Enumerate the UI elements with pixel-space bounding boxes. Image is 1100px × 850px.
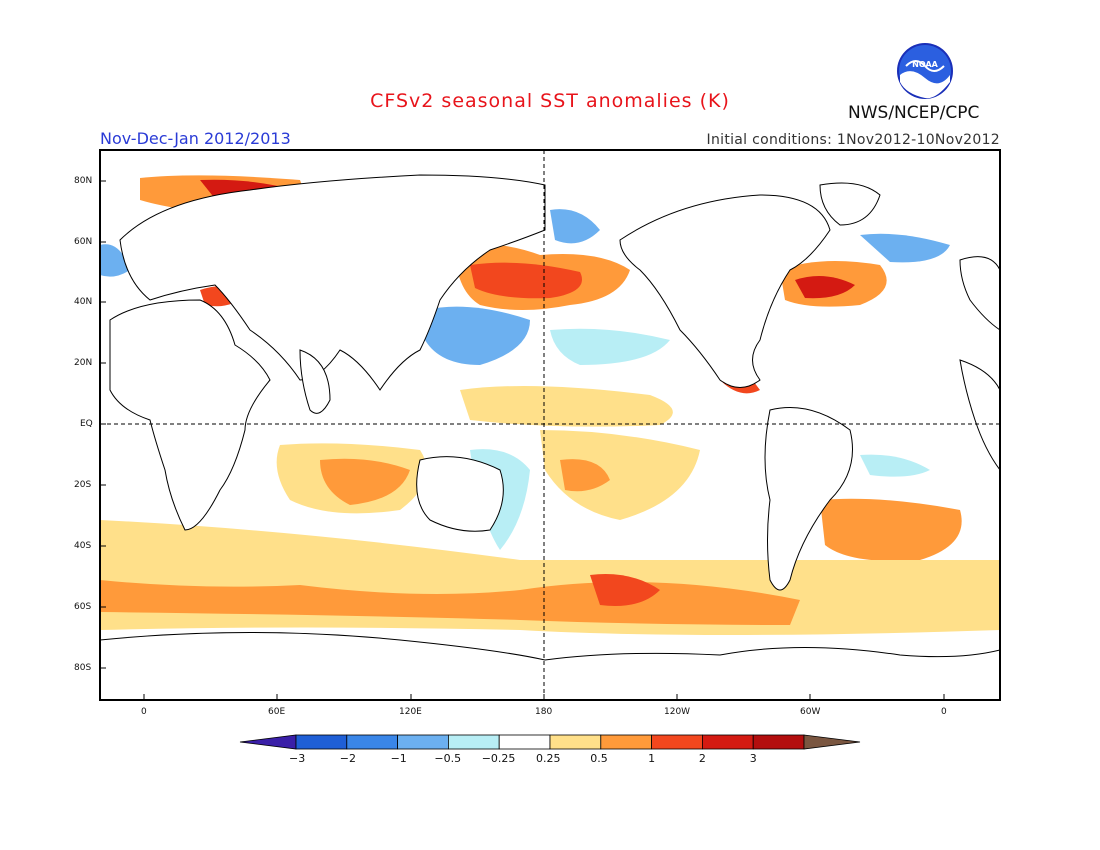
colorbar-label: 0.5 [590,752,608,765]
lon-label-60e: 60E [268,707,286,717]
north-pacific-hot [470,262,582,299]
australia [416,456,504,532]
southeast-pacific-cool [860,454,930,477]
land-outlines [100,174,1000,700]
organization-label: NWS/NCEP/CPC [848,103,980,123]
colorbar-label: 3 [749,752,757,765]
colorbar-segment [549,734,602,750]
colorbar-min-arrow [239,734,297,750]
north-atlantic-cool [860,233,950,263]
lon-label-120w: 120W [664,707,691,717]
west-pacific-cold [425,306,530,365]
lon-label-0-west: 0 [141,707,147,717]
lat-label-20n: 20N [74,358,93,368]
colorbar-segment [498,734,551,750]
colorbar-segment [600,734,652,750]
map-title: CFSv2 seasonal SST anomalies (K) [370,90,730,112]
colorbar-label: −0.5 [434,752,462,765]
colorbar-max-arrow [803,734,861,750]
india [299,349,331,414]
nw-europe-cool [100,244,130,277]
subtropical-pacific-cool [550,328,670,365]
anomaly-fields [100,175,1000,635]
colorbar-label: −3 [289,752,306,765]
map-frame [99,149,1001,701]
lat-label-20s: 20S [74,480,92,490]
south-indian-orange [320,458,410,505]
lon-label-60w: 60W [800,707,821,717]
africa-east-edge [959,359,1000,471]
lat-label-60n: 60N [74,237,93,247]
colorbar-label: −2 [339,752,357,765]
colorbar-segment [295,734,348,750]
eurasia [119,174,546,391]
lat-label-eq: EQ [80,419,93,429]
colorbar-label: −0.25 [481,752,516,765]
colorbar-segment [346,734,398,750]
lat-label-40s: 40S [74,541,92,551]
lon-label-180: 180 [535,707,553,717]
europe-west [959,256,1000,331]
colorbar-label: 0.25 [536,752,561,765]
colorbar-segment [447,734,500,750]
colorbar [239,734,861,750]
africa [109,299,271,531]
bering-cold [550,209,600,244]
colorbar-segment [752,734,805,750]
forecast-period: Nov-Dec-Jan 2012/2013 [100,129,291,148]
colorbar-segment [397,734,449,750]
initial-conditions: Initial conditions: 1Nov2012-10Nov2012 [706,132,1000,148]
svg-text:NOAA: NOAA [912,60,938,69]
lat-label-60s: 60S [74,602,92,612]
south-pacific-warm [540,430,700,520]
colorbar-segment [702,734,754,750]
colorbar-label: 2 [698,752,706,765]
north-atlantic-hot [795,276,855,299]
south-america [764,407,853,591]
south-pacific-orange [560,459,610,492]
greenland [819,182,881,226]
southern-ocean-hot [590,574,660,606]
axis-ticks [100,180,945,700]
colorbar-segment [651,734,703,750]
antarctica [100,632,1000,700]
tropical-pacific-warm [460,386,673,427]
lat-label-80s: 80S [74,663,92,673]
lat-label-80n: 80N [74,176,93,186]
colorbar-label: −1 [390,752,407,765]
noaa-logo-icon: NOAA [897,43,953,99]
lon-label-0-east: 0 [941,707,947,717]
north-america [619,194,831,388]
colorbar-label: 1 [648,752,656,765]
south-atlantic-warm [820,498,962,561]
lat-label-40n: 40N [74,297,93,307]
lon-label-120e: 120E [399,707,422,717]
